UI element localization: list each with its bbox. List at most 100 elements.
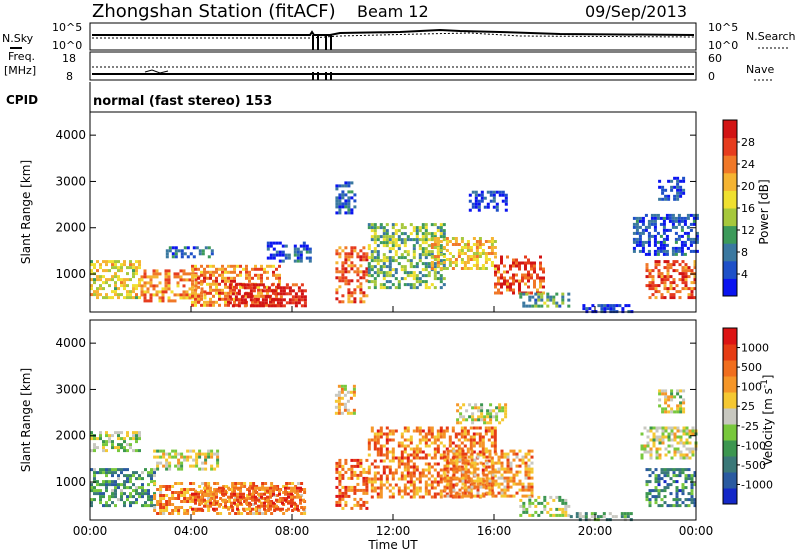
data-cell bbox=[667, 426, 671, 430]
data-cell bbox=[246, 292, 250, 296]
data-cell bbox=[475, 267, 479, 270]
data-cell bbox=[421, 274, 425, 278]
data-cell bbox=[661, 435, 665, 439]
data-cell bbox=[403, 465, 407, 469]
data-cell bbox=[439, 253, 443, 257]
data-cell bbox=[567, 304, 571, 308]
data-cell bbox=[643, 426, 647, 430]
data-cell bbox=[194, 275, 198, 279]
data-cell bbox=[144, 489, 147, 493]
data-cell bbox=[421, 238, 425, 242]
data-cell bbox=[436, 450, 440, 454]
data-cell bbox=[203, 303, 206, 307]
data-cell bbox=[424, 480, 428, 484]
colorbar-segment bbox=[723, 424, 737, 441]
data-cell bbox=[362, 276, 366, 280]
data-cell bbox=[466, 258, 470, 261]
data-cell bbox=[655, 435, 659, 439]
data-cell bbox=[689, 237, 693, 241]
data-cell bbox=[552, 513, 556, 517]
data-cell bbox=[385, 480, 389, 484]
data-cell bbox=[162, 503, 166, 506]
data-cell bbox=[373, 247, 377, 251]
data-cell bbox=[123, 260, 126, 264]
data-cell bbox=[114, 284, 117, 288]
data-cell bbox=[149, 278, 153, 282]
data-cell bbox=[659, 240, 663, 244]
data-cell bbox=[215, 270, 218, 274]
data-cell bbox=[564, 507, 568, 511]
date-label: 09/Sep/2013 bbox=[585, 2, 687, 21]
data-cell bbox=[341, 267, 345, 271]
data-cell bbox=[391, 438, 395, 442]
data-cell bbox=[446, 470, 450, 474]
data-cell bbox=[527, 273, 530, 277]
data-cell bbox=[210, 464, 214, 468]
data-cell bbox=[388, 465, 392, 469]
data-cell bbox=[449, 494, 453, 498]
data-cell bbox=[251, 276, 254, 280]
data-cell bbox=[454, 240, 458, 243]
data-cell bbox=[473, 458, 477, 462]
data-cell bbox=[209, 285, 212, 289]
data-cell bbox=[394, 223, 398, 227]
data-cell bbox=[691, 453, 695, 457]
data-cell bbox=[281, 507, 284, 511]
data-cell bbox=[123, 278, 126, 282]
data-cell bbox=[347, 294, 351, 298]
data-cell bbox=[382, 253, 386, 257]
data-cell bbox=[258, 509, 262, 512]
data-cell bbox=[379, 429, 383, 433]
data-cell bbox=[285, 286, 289, 290]
data-cell bbox=[96, 480, 99, 484]
data-cell bbox=[445, 447, 449, 451]
data-cell bbox=[194, 281, 198, 285]
data-cell bbox=[156, 512, 160, 515]
data-cell bbox=[481, 483, 485, 487]
data-cell bbox=[291, 295, 295, 299]
data-cell bbox=[376, 492, 380, 496]
data-cell bbox=[480, 403, 484, 407]
data-cell bbox=[203, 267, 206, 271]
data-cell bbox=[657, 492, 661, 496]
data-cell bbox=[391, 232, 395, 236]
data-cell bbox=[382, 226, 386, 230]
data-cell bbox=[652, 441, 656, 445]
data-cell bbox=[666, 275, 670, 279]
data-cell bbox=[681, 468, 685, 472]
x-tick-label: 04:00 bbox=[174, 524, 209, 538]
data-cell bbox=[240, 512, 244, 515]
data-cell bbox=[341, 261, 345, 265]
data-cell bbox=[448, 261, 452, 264]
data-cell bbox=[338, 300, 342, 304]
data-cell bbox=[522, 501, 526, 505]
data-cell bbox=[117, 449, 120, 453]
data-cell bbox=[688, 432, 692, 436]
data-cell bbox=[126, 468, 129, 472]
data-cell bbox=[114, 275, 117, 279]
data-cell bbox=[385, 465, 389, 469]
data-cell bbox=[272, 300, 275, 304]
data-cell bbox=[482, 494, 486, 498]
data-cell bbox=[451, 267, 455, 270]
data-cell bbox=[527, 476, 531, 480]
data-cell bbox=[656, 213, 660, 217]
data-cell bbox=[430, 253, 434, 257]
data-cell bbox=[439, 426, 443, 430]
data-cell bbox=[500, 273, 503, 277]
data-cell bbox=[555, 495, 559, 499]
data-cell bbox=[686, 225, 690, 229]
data-cell bbox=[359, 264, 363, 268]
data-cell bbox=[433, 268, 437, 272]
data-cell bbox=[379, 286, 383, 290]
data-cell bbox=[297, 289, 301, 293]
data-cell bbox=[495, 415, 499, 419]
data-cell bbox=[212, 492, 215, 496]
data-cell bbox=[299, 253, 303, 257]
data-cell bbox=[353, 205, 357, 209]
data-cell bbox=[149, 275, 153, 279]
data-cell bbox=[147, 498, 150, 502]
data-cell bbox=[657, 275, 661, 279]
time-axis-label: Time UT bbox=[367, 538, 418, 552]
